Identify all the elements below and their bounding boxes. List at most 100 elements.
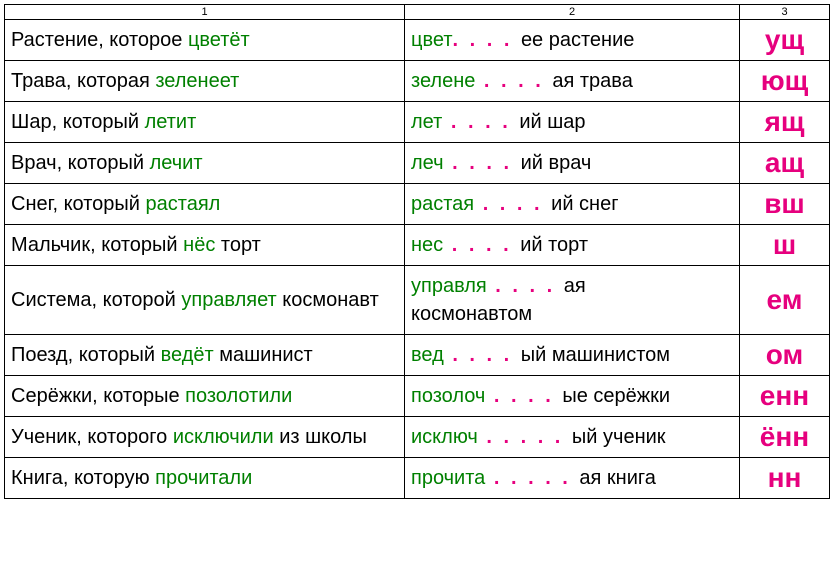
dots: . . . . bbox=[442, 111, 519, 133]
suffix-cell: ащ bbox=[740, 143, 830, 184]
suffix: ащ bbox=[765, 147, 804, 178]
verb: управляет bbox=[181, 289, 276, 311]
verb: ведёт bbox=[161, 344, 214, 366]
header-2: 2 bbox=[405, 5, 740, 20]
dots: . . . . bbox=[452, 29, 520, 51]
tail: ее растение bbox=[521, 29, 634, 51]
verb: нёс bbox=[183, 234, 215, 256]
phrase-cell: Врач, который лечит bbox=[5, 143, 405, 184]
table-row: Врач, который лечитлеч . . . . ий врач ащ bbox=[5, 143, 830, 184]
blank-cell: лет . . . . ий шар bbox=[405, 102, 740, 143]
table-row: Мальчик, который нёс тортнес . . . . ий … bbox=[5, 225, 830, 266]
dots: . . . . bbox=[485, 385, 562, 407]
verb: исключили bbox=[173, 426, 274, 448]
phrase-cell: Мальчик, который нёс торт bbox=[5, 225, 405, 266]
suffix-cell: нн bbox=[740, 458, 830, 499]
phrase-pre: Ученик, которого bbox=[11, 426, 173, 448]
col2-post: космонавтом bbox=[411, 303, 532, 325]
verb: прочитали bbox=[155, 467, 252, 489]
blank-cell: вед . . . . ый машинистом bbox=[405, 335, 740, 376]
suffix-cell: ш bbox=[740, 225, 830, 266]
phrase-pre: Трава, которая bbox=[11, 70, 155, 92]
dots: . . . . . bbox=[485, 467, 579, 489]
blank-cell: цвет. . . . ее растение bbox=[405, 20, 740, 61]
suffix: ющ bbox=[761, 65, 809, 96]
table-row: Система, которой управляет космонавтупра… bbox=[5, 266, 830, 335]
stem: прочита bbox=[411, 467, 485, 489]
tail: ий снег bbox=[551, 193, 618, 215]
suffix-cell: ом bbox=[740, 335, 830, 376]
phrase-cell: Растение, которое цветёт bbox=[5, 20, 405, 61]
phrase-cell: Поезд, который ведёт машинист bbox=[5, 335, 405, 376]
table-row: Растение, которое цветётцвет. . . . ее р… bbox=[5, 20, 830, 61]
stem: зелене bbox=[411, 70, 475, 92]
stem: цвет bbox=[411, 29, 452, 51]
blank-cell: нес . . . . ий торт bbox=[405, 225, 740, 266]
dots: . . . . . bbox=[478, 426, 572, 448]
dots: . . . . bbox=[475, 70, 552, 92]
phrase-cell: Система, которой управляет космонавт bbox=[5, 266, 405, 335]
stem: нес bbox=[411, 234, 443, 256]
phrase-pre: Снег, который bbox=[11, 193, 146, 215]
tail: ий торт bbox=[520, 234, 588, 256]
tail: ые серёжки bbox=[562, 385, 670, 407]
table-row: Шар, который летитлет . . . . ий шарящ bbox=[5, 102, 830, 143]
phrase-pre: Шар, который bbox=[11, 111, 145, 133]
dots: . . . . bbox=[474, 193, 551, 215]
blank-cell: растая . . . . ий снег bbox=[405, 184, 740, 225]
phrase-pre: Врач, который bbox=[11, 152, 150, 174]
phrase-pre: Система, которой bbox=[11, 289, 181, 311]
phrase-pre: Серёжки, которые bbox=[11, 385, 185, 407]
stem: лет bbox=[411, 111, 442, 133]
table-row: Поезд, который ведёт машиниствед . . . .… bbox=[5, 335, 830, 376]
suffix: нн bbox=[768, 462, 802, 493]
suffix-cell: ущ bbox=[740, 20, 830, 61]
phrase-pre: Мальчик, который bbox=[11, 234, 183, 256]
blank-cell: прочита . . . . . ая книга bbox=[405, 458, 740, 499]
verb: позолотили bbox=[185, 385, 292, 407]
suffix: енн bbox=[760, 380, 809, 411]
phrase-post: космонавт bbox=[277, 289, 379, 311]
header-row: 1 2 3 bbox=[5, 5, 830, 20]
phrase-post: торт bbox=[215, 234, 260, 256]
suffix-cell: енн bbox=[740, 376, 830, 417]
phrase-cell: Шар, который летит bbox=[5, 102, 405, 143]
blank-cell: зелене . . . . ая трава bbox=[405, 61, 740, 102]
tail: ая трава bbox=[552, 70, 632, 92]
tail: ый машинистом bbox=[521, 344, 670, 366]
tail: ий врач bbox=[521, 152, 592, 174]
dots: . . . . bbox=[444, 344, 521, 366]
suffix: вш bbox=[764, 188, 805, 219]
phrase-post: машинист bbox=[214, 344, 313, 366]
verb: зеленеет bbox=[155, 70, 239, 92]
suffix: ящ bbox=[765, 106, 805, 137]
verb: цветёт bbox=[188, 29, 250, 51]
stem: управля bbox=[411, 275, 487, 297]
suffix: ённ bbox=[760, 421, 809, 452]
tail: ый ученик bbox=[572, 426, 666, 448]
stem: позолоч bbox=[411, 385, 485, 407]
phrase-post: из школы bbox=[274, 426, 367, 448]
blank-cell: леч . . . . ий врач bbox=[405, 143, 740, 184]
phrase-pre: Поезд, который bbox=[11, 344, 161, 366]
suffix-cell: ем bbox=[740, 266, 830, 335]
phrase-cell: Ученик, которого исключили из школы bbox=[5, 417, 405, 458]
stem: вед bbox=[411, 344, 444, 366]
phrase-pre: Растение, которое bbox=[11, 29, 188, 51]
blank-cell: исключ . . . . . ый ученик bbox=[405, 417, 740, 458]
table-row: Трава, которая зеленеет зелене . . . . ая… bbox=[5, 61, 830, 102]
stem: исключ bbox=[411, 426, 478, 448]
header-1: 1 bbox=[5, 5, 405, 20]
table-row: Снег, который растаялрастая . . . . ий с… bbox=[5, 184, 830, 225]
phrase-cell: Серёжки, которые позолотили bbox=[5, 376, 405, 417]
phrase-cell: Книга, которую прочитали bbox=[5, 458, 405, 499]
suffix: ущ bbox=[765, 24, 804, 55]
tail: ая книга bbox=[579, 467, 655, 489]
suffix-cell: вш bbox=[740, 184, 830, 225]
stem: растая bbox=[411, 193, 474, 215]
stem: леч bbox=[411, 152, 444, 174]
dots: . . . . bbox=[443, 234, 520, 256]
verb: летит bbox=[145, 111, 197, 133]
table-row: Ученик, которого исключили из школыисклю… bbox=[5, 417, 830, 458]
suffix: ом bbox=[766, 339, 803, 370]
